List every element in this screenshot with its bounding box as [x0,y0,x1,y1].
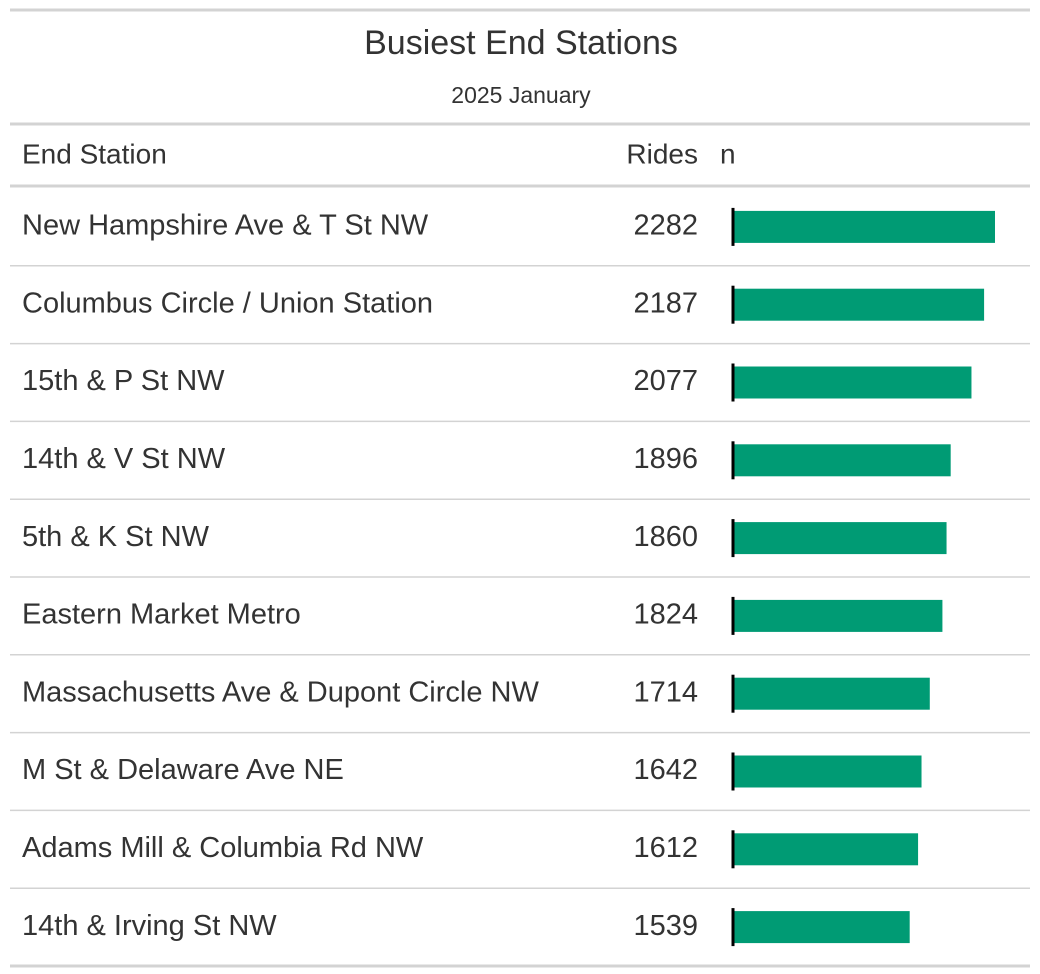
bar [733,210,995,243]
ride-count: 2187 [633,287,698,319]
ride-count: 2282 [633,210,698,242]
station-name: Columbus Circle / Union Station [22,287,433,319]
bar [733,677,930,710]
station-name: M St & Delaware Ave NE [22,754,344,786]
ride-count: 1642 [633,754,698,786]
ride-count: 2077 [633,365,698,397]
ride-count: 1896 [633,443,698,475]
bar [733,599,943,632]
station-name: 14th & V St NW [22,443,226,475]
station-name: Adams Mill & Columbia Rd NW [22,832,424,864]
bar [733,833,919,866]
subtitle: 2025 January [451,82,591,108]
column-header: Rides [626,138,698,169]
title: Busiest End Stations [364,24,678,62]
column-header: End Station [22,138,167,169]
bar [733,911,910,944]
bar [733,522,947,555]
station-name: Eastern Market Metro [22,599,301,631]
ride-count: 1539 [633,910,698,942]
station-name: 15th & P St NW [22,365,225,397]
station-name: 5th & K St NW [22,521,210,553]
ride-count: 1714 [633,676,698,708]
ride-count: 1612 [633,832,698,864]
station-name: 14th & Irving St NW [22,910,277,942]
column-header: n [720,138,736,169]
bar [733,755,922,788]
ride-count: 1824 [633,599,698,631]
station-name: New Hampshire Ave & T St NW [22,210,429,242]
bar [733,444,951,477]
bar [733,288,985,321]
bar [733,366,972,399]
ride-count: 1860 [633,521,698,553]
station-name: Massachusetts Ave & Dupont Circle NW [22,676,539,708]
